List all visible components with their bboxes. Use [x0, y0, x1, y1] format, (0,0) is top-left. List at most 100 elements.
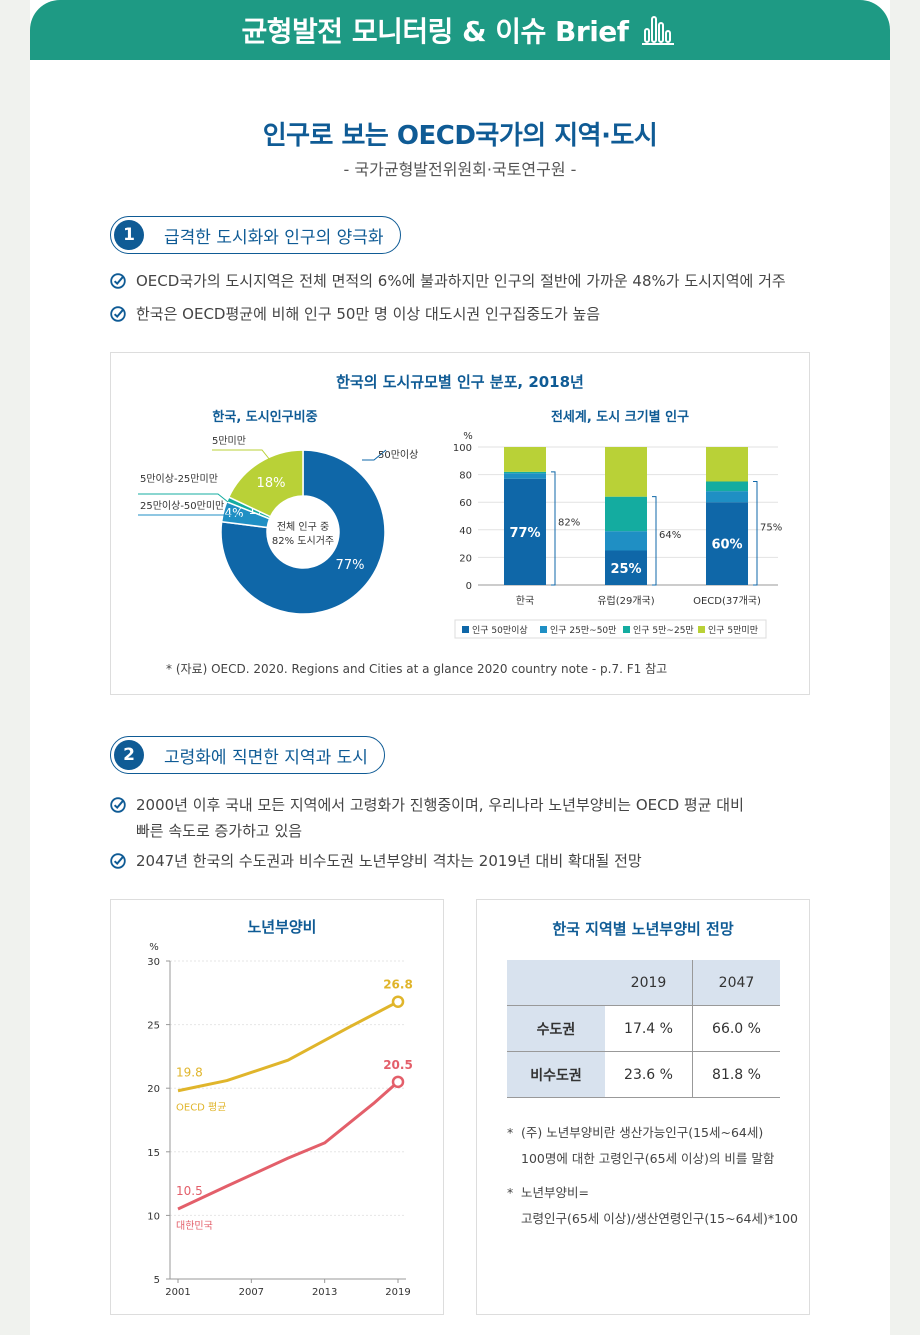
table-title: 한국 지역별 노년부양비 전망 [552, 920, 734, 938]
table-header-cell: 2019 [605, 960, 693, 1006]
figure-title: 한국의 도시규모별 인구 분포, 2018년 [336, 373, 584, 391]
pie-value-label: 18% [257, 476, 286, 491]
bar-segment [504, 478, 546, 585]
section-2-bullet-1: 2000년 이후 국내 모든 지역에서 고령화가 진행중이며, 우리나라 노년부… [110, 792, 744, 844]
check-circle-icon [110, 853, 126, 869]
pie-slice [220, 449, 386, 615]
pie-category-label: 25만이상-50만미만 [140, 500, 224, 512]
line-end-label: 20.5 [383, 1058, 413, 1072]
bar-segment [605, 447, 647, 497]
bar-x-tick: OECD(37개국) [693, 595, 761, 607]
section-1-bullet-2: 한국은 OECD평균에 비해 인구 50만 명 이상 대도시권 인구집중도가 높… [110, 301, 600, 327]
bar-x-tick: 유럽(29개국) [597, 595, 654, 607]
stacked-bar-chart: 전세계, 도시 크기별 인구% 0 20 40 60 80 100 한국 77% 82% 유럽(29… [453, 409, 782, 639]
header-banner: 균형발전 모니터링 & 이슈 Brief [30, 0, 890, 60]
line-x-tick: 2001 [165, 1287, 190, 1298]
table-notes: * (주) 노년부양비란 생산가능인구(15세~64세) 100명에 대한 고령인… [507, 1120, 798, 1232]
section-1-number: 1 [114, 220, 144, 250]
section-2-header: 2 고령화에 직면한 지역과 도시 [110, 736, 385, 774]
bar-y-tick: 60 [459, 498, 472, 509]
line-y-tick: 25 [147, 1021, 160, 1032]
bar-value-label: 60% [711, 538, 742, 553]
bullet-text-continued: 빠른 속도로 증가하고 있음 [136, 822, 303, 840]
pie-category-label: 5만미만 [212, 435, 246, 447]
bar-legend [454, 619, 767, 639]
line-end-label: 26.8 [383, 978, 413, 992]
note-line: 노년부양비= [521, 1185, 589, 1200]
bullet-text: OECD국가의 도시지역은 전체 면적의 6%에 불과하지만 인구의 절반에 가… [136, 272, 786, 290]
bar-x-tick: 한국 [516, 595, 534, 607]
header-title: 균형발전 모니터링 & 이슈 Brief [241, 15, 629, 48]
table-header-row: 2019 2047 [507, 960, 780, 1006]
bar-y-tick: 0 [466, 581, 472, 592]
figure-box-dependency-ratio [110, 899, 444, 1315]
pie-category-label: 50만이상 [378, 449, 418, 461]
table-cell: 17.4 % [605, 1005, 693, 1052]
table-cell: 66.0 % [692, 1005, 780, 1052]
bar-segment [706, 447, 748, 482]
bar-legend-swatch [698, 626, 705, 633]
bar-legend-label: 인구 5만~25만 [633, 625, 694, 636]
line-chart-title: 노년부양비 [247, 918, 316, 936]
bar-segment [504, 473, 546, 479]
note-line: 100명에 대한 고령인구(65세 이상)의 비를 말함 [521, 1151, 775, 1166]
line-series-name: OECD 평균 [176, 1102, 226, 1114]
bar-legend-label: 인구 50만이상 [472, 625, 528, 636]
pie-leader-line [138, 493, 229, 503]
line-x-tick: 2013 [312, 1287, 337, 1298]
bar-bracket [652, 496, 657, 586]
note-line: (주) 노년부양비란 생산가능인구(15세~64세) [521, 1125, 764, 1140]
check-circle-icon [110, 273, 126, 289]
bullet-text: 2000년 이후 국내 모든 지역에서 고령화가 진행중이며, 우리나라 노년부… [136, 796, 744, 814]
bar-legend-label: 인구 5만미만 [708, 625, 758, 636]
line-end-marker [391, 995, 405, 1008]
bar-value-label: 25% [610, 562, 641, 577]
pie-value-label: 77% [336, 558, 365, 573]
bar-y-tick: 100 [453, 443, 472, 454]
bar-bracket-label: 75% [760, 522, 782, 533]
bar-legend-swatch [462, 626, 469, 633]
pie-chart: 한국, 도시인구비중77%4%1%18%50만이상25만이상-50만미만5만이상… [138, 409, 418, 615]
section-2-number: 2 [114, 740, 144, 770]
table-row-label: 비수도권 [507, 1051, 605, 1098]
bar-bracket-label: 82% [558, 517, 580, 528]
note-marker: * [507, 1125, 514, 1140]
bar-segment [706, 502, 748, 585]
line-y-tick: 15 [147, 1148, 160, 1159]
table-cell: 23.6 % [605, 1051, 693, 1098]
line-x-tick: 2007 [239, 1287, 264, 1298]
line-y-tick: 5 [154, 1275, 160, 1286]
bar-value-label: 77% [509, 526, 540, 541]
section-1-label: 급격한 도시화와 인구의 양극화 [164, 227, 384, 248]
bullet-text: 한국은 OECD평균에 비해 인구 50만 명 이상 대도시권 인구집중도가 높… [136, 305, 601, 323]
bar-bracket-label: 64% [659, 530, 681, 541]
bar-y-tick: 20 [459, 553, 472, 564]
bar-chart-icon [642, 11, 678, 49]
check-circle-icon [110, 797, 126, 813]
bar-segment [605, 496, 647, 532]
line-start-label: 10.5 [176, 1184, 203, 1198]
pie-center-label: 82% 도시거주 [272, 535, 334, 547]
pie-value-label: 4% [224, 506, 243, 520]
note-item: * (주) 노년부양비란 생산가능인구(15세~64세) 100명에 대한 고령인… [507, 1120, 798, 1172]
page-subtitle: - 국가균형발전위원회·국토연구원 - [343, 160, 577, 179]
table-row: 비수도권 23.6 % 81.8 % [507, 1051, 780, 1098]
pie-title: 한국, 도시인구비중 [212, 409, 317, 425]
bar-legend-label: 인구 25만~50만 [550, 625, 616, 636]
figure-source: * (자료) OECD. 2020. Regions and Cities at… [166, 662, 668, 676]
line-start-label: 19.8 [176, 1066, 203, 1080]
bar-y-tick: 40 [459, 526, 472, 537]
pie-leader-line [362, 449, 387, 461]
bar-chart-title: 전세계, 도시 크기별 인구 [551, 409, 689, 425]
table-header-cell: 2047 [692, 960, 780, 1006]
note-marker: * [507, 1185, 514, 1200]
bar-legend-swatch [623, 626, 630, 633]
line-y-tick: 30 [147, 957, 160, 968]
check-circle-icon [110, 306, 126, 322]
line-y-tick: 10 [147, 1211, 160, 1222]
table-cell: 81.8 % [692, 1051, 780, 1098]
line-end-marker [391, 1075, 405, 1089]
page-title: 인구로 보는 OECD국가의 지역·도시 [262, 121, 658, 151]
table-header-cell [507, 960, 605, 1006]
line-y-tick: 20 [147, 1084, 160, 1095]
